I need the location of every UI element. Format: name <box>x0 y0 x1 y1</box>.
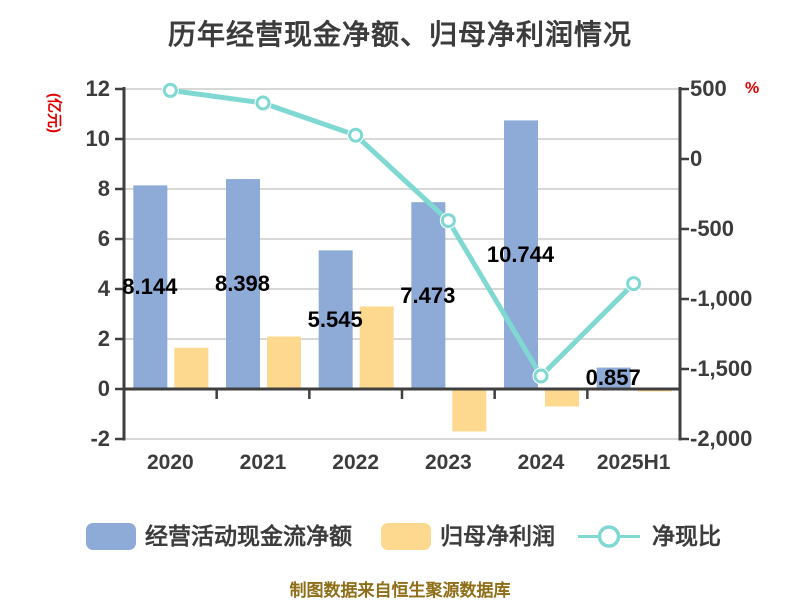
x-axis-label-2022: 2022 <box>332 451 380 474</box>
line-marker-2024 <box>533 368 549 384</box>
y-left-tick-label: 12 <box>85 76 110 101</box>
bar-net-profit-2020 <box>174 347 209 389</box>
y-left-tick-label: -2 <box>90 426 110 451</box>
bar-value-label-2025H1: 0.857 <box>585 365 641 391</box>
bar-net-profit-2021 <box>267 336 301 389</box>
bar-value-label-2023: 7.473 <box>400 282 456 308</box>
bar-operating-cash-2020 <box>133 185 168 389</box>
bar-value-label-2022: 5.545 <box>307 306 363 332</box>
y-right-tick-label: 0 <box>690 146 703 171</box>
bar-operating-cash-2022 <box>318 250 353 389</box>
bar-value-label-2024: 10.744 <box>486 241 555 267</box>
x-axis-label-2021: 2021 <box>239 451 287 474</box>
bar-operating-cash-2021 <box>226 179 260 389</box>
line-marker-2020 <box>162 82 178 98</box>
data-source-note: 制图数据来自恒生聚源数据库 <box>289 581 511 600</box>
y-left-tick-label: 0 <box>97 376 110 401</box>
cash-ratio-line <box>167 87 637 379</box>
line-marker-2025H1 <box>626 276 642 292</box>
x-axis-label-2025H1: 2025H1 <box>596 451 671 474</box>
line-marker-2023 <box>440 213 456 229</box>
y-left-tick-label: 10 <box>85 126 110 151</box>
legend-label-cash-ratio: 净现比 <box>652 523 721 549</box>
y-right-tick-label: -1,000 <box>690 286 753 311</box>
bar-net-profit-2023 <box>452 389 487 432</box>
bar-net-profit-2022 <box>359 306 394 389</box>
y-left-tick-label: 4 <box>97 276 110 301</box>
bar-value-label-2020: 8.144 <box>122 274 178 300</box>
bar-operating-cash-2023 <box>411 202 446 389</box>
y-left-tick-label: 2 <box>97 326 110 351</box>
legend-swatch-operating-cash <box>86 523 136 550</box>
bar-operating-cash-2025H1 <box>596 367 631 389</box>
x-axis-label-2020: 2020 <box>146 451 194 474</box>
y-right-tick-label: -1,500 <box>690 356 753 381</box>
y-right-tick-label: 500 <box>690 76 727 101</box>
y-right-tick-label: -2,000 <box>690 426 753 451</box>
y-right-tick-label: -500 <box>690 216 735 241</box>
legend-line-marker-icon <box>576 523 642 550</box>
bar-value-label-2021: 8.398 <box>214 271 271 297</box>
legend-swatch-net-profit <box>381 523 431 550</box>
right-axis-unit-label: % <box>745 80 760 97</box>
line-marker-2022 <box>348 127 364 143</box>
y-left-tick-label: 6 <box>97 226 110 251</box>
legend-label-net-profit: 归母净利润 <box>440 523 555 549</box>
bar-net-profit-2024 <box>545 389 579 407</box>
legend-label-operating-cash: 经营活动现金流净额 <box>145 523 352 549</box>
chart-title: 历年经营现金净额、归母净利润情况 <box>167 19 632 50</box>
y-left-tick-label: 8 <box>97 176 110 201</box>
x-axis-label-2024: 2024 <box>517 451 565 474</box>
line-marker-2021 <box>255 95 271 111</box>
x-axis-label-2023: 2023 <box>424 451 472 474</box>
